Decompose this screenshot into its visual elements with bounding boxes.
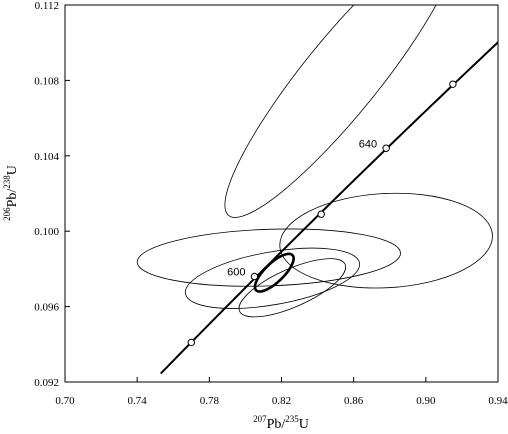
y-tick-label: 0.112: [35, 0, 59, 12]
x-tick-label: 0.82: [272, 395, 291, 407]
concordia-age-marker: [449, 80, 457, 88]
x-tick-label: 0.86: [344, 395, 364, 407]
x-tick-label: 0.70: [55, 395, 75, 407]
x-tick-label: 0.74: [128, 395, 148, 407]
error-ellipse: [279, 192, 493, 289]
concordia-age-label: 640: [359, 138, 377, 150]
y-tick-label: 0.100: [34, 226, 59, 238]
x-tick-label: 0.90: [416, 395, 436, 407]
x-tick-label: 0.78: [200, 395, 220, 407]
y-tick-label: 0.104: [34, 151, 59, 163]
x-axis: 0.70 0.74 0.78 0.82 0.86 0.90 0.94: [55, 377, 508, 407]
error-ellipse: [238, 258, 347, 318]
y-axis-label: 206Pb/238U: [2, 165, 20, 221]
y-tick-label: 0.096: [34, 302, 59, 314]
error-ellipse: [224, 5, 458, 218]
concordia-age-marker: [317, 210, 325, 218]
y-axis: 0.092 0.096 0.100 0.104 0.108 0.112: [34, 0, 70, 389]
mean-error-ellipse: [253, 252, 295, 293]
concordia-age-label: 600: [227, 266, 245, 278]
concordia-age-marker: [187, 338, 195, 347]
concordia-curve: [160, 40, 498, 375]
concordia-age-marker: [382, 144, 390, 152]
plot-frame: [64, 4, 499, 383]
error-ellipse: [184, 247, 361, 309]
concordia-curve-group: 600 640: [160, 40, 498, 375]
y-tick-label: 0.108: [34, 75, 59, 87]
error-ellipse: [136, 228, 401, 287]
y-tick-label: 0.092: [34, 377, 59, 389]
concordia-age-marker: [250, 272, 259, 281]
x-tick-label: 0.94: [488, 395, 508, 407]
x-axis-label: 207Pb/235U: [253, 414, 309, 432]
error-ellipses: [136, 5, 493, 318]
